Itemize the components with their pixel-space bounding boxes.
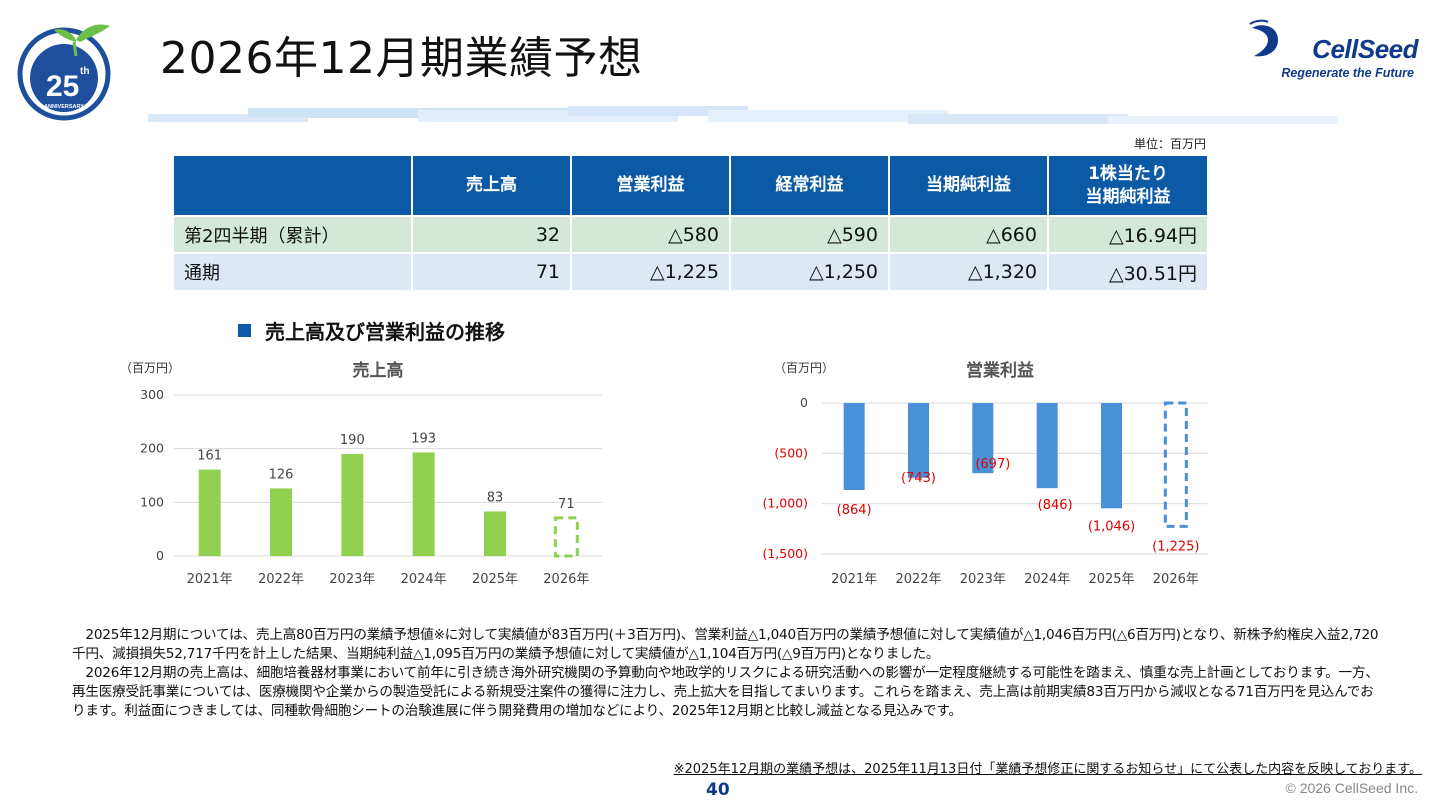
table-header-label	[174, 156, 413, 216]
chart-y-unit-label: （百万円）	[120, 361, 180, 375]
chart-bar	[198, 469, 221, 556]
chart-y-tick-label: (1,500)	[762, 546, 808, 561]
table-cell: △1,250	[730, 252, 890, 290]
chart-y-tick-label: 100	[140, 494, 164, 509]
chart-y-tick-label: 200	[140, 441, 164, 456]
chart-data-label: 71	[558, 497, 575, 512]
table-cell: △660	[889, 215, 1049, 253]
chart-bar	[908, 403, 929, 478]
table-row-label: 通期	[174, 252, 413, 290]
chart-bar-forecast	[553, 516, 579, 558]
unit-note: 単位：百万円	[1133, 137, 1206, 151]
chart-data-label: (697)	[975, 457, 1010, 472]
table-header-sales: 売上高	[412, 156, 572, 216]
page-title: 2026年12月期業績予想	[160, 33, 643, 84]
decorative-band	[148, 106, 1338, 124]
chart-data-label: 83	[487, 490, 504, 505]
chart-x-tick-label: 2025年	[472, 572, 518, 587]
section-title: 売上高及び営業利益の推移	[238, 316, 505, 345]
chart-bar	[1036, 403, 1058, 489]
chart-bar	[843, 403, 865, 490]
chart-title: 売上高	[353, 360, 404, 381]
table-header-eps: 1株当たり 当期純利益	[1048, 156, 1207, 216]
chart-x-tick-label: 2026年	[543, 572, 589, 587]
chart-x-tick-label: 2024年	[401, 572, 447, 587]
chart-x-tick-label: 2021年	[187, 572, 233, 587]
chart-y-unit-label: （百万円）	[774, 361, 834, 375]
chart-y-tick-label: 300	[140, 387, 164, 402]
table-cell: △16.94円	[1048, 215, 1207, 253]
chart-x-tick-label: 2023年	[960, 572, 1006, 587]
table-header-net-income: 当期純利益	[889, 156, 1049, 216]
chart-data-label: (743)	[901, 471, 936, 486]
anniversary-number: 25	[46, 70, 79, 103]
chart-data-label: (1,046)	[1088, 519, 1135, 534]
table-row: 通期 71 △1,225 △1,250 △1,320 △30.51円	[174, 252, 1207, 290]
chart-title: 営業利益	[966, 360, 1034, 381]
brand-name: CellSeed	[1312, 34, 1418, 64]
chart-x-tick-label: 2022年	[258, 572, 304, 587]
table-row-label: 第2四半期（累計）	[174, 215, 413, 253]
chart-data-label: 161	[197, 449, 222, 464]
chart-y-tick-label: (1,000)	[762, 496, 808, 511]
chart-y-tick-label: (500)	[774, 445, 808, 460]
table-cell: 32	[412, 215, 572, 253]
forecast-table: 売上高 営業利益 経常利益 当期純利益 1株当たり 当期純利益 第2四半期（累計…	[174, 156, 1207, 290]
table-cell: 71	[412, 252, 572, 290]
chart-x-tick-label: 2025年	[1088, 572, 1134, 587]
chart-x-tick-label: 2024年	[1024, 572, 1070, 587]
chart-bar	[412, 452, 435, 556]
chart-x-tick-label: 2021年	[831, 572, 877, 587]
chart-y-tick-label: 0	[156, 548, 164, 563]
chart-x-tick-label: 2023年	[329, 572, 375, 587]
anniversary-word: ANNIVERSARY	[44, 104, 84, 110]
table-header-operating-income: 営業利益	[571, 156, 731, 216]
operating-income-chart: 営業利益 （百万円） 0 (500) (1,000) (1,500) (864) 2021年 (…	[762, 360, 1208, 587]
table-cell: △580	[571, 215, 731, 253]
page-number: 40	[706, 780, 730, 800]
brand-logo: CellSeed Regenerate the Future	[1238, 18, 1418, 82]
square-bullet-icon	[238, 324, 251, 337]
chart-data-label: 193	[411, 431, 436, 446]
body-paragraph: 2025年12月期については、売上高80百万円の業績予想値※に対して実績値が83…	[72, 627, 1379, 662]
cellseed-mark-icon	[1249, 19, 1278, 57]
footnote: ※2025年12月期の業績予想は、2025年11月13日付「業績予想修正に関する…	[673, 762, 1422, 777]
chart-bar	[484, 511, 506, 556]
table-header-row: 売上高 営業利益 経常利益 当期純利益 1株当たり 当期純利益	[174, 156, 1207, 216]
chart-data-label: 126	[269, 467, 294, 482]
table-cell: △30.51円	[1048, 252, 1207, 290]
chart-bar	[1101, 403, 1122, 509]
table-cell: △590	[730, 215, 890, 253]
table-cell: △1,320	[889, 252, 1049, 290]
chart-bar	[341, 454, 364, 556]
chart-bar	[972, 403, 994, 474]
table-header-ordinary-income: 経常利益	[730, 156, 890, 216]
chart-data-label: 190	[340, 433, 365, 448]
anniversary-suffix: th	[80, 66, 89, 77]
section-title-text: 売上高及び営業利益の推移	[265, 320, 505, 344]
table-row: 第2四半期（累計） 32 △580 △590 △660 △16.94円	[174, 215, 1207, 253]
sales-chart: 売上高 （百万円） 0 100 200 300 161 2021年 126 2022年 190 202…	[120, 360, 602, 587]
chart-bar	[270, 488, 292, 556]
brand-tagline: Regenerate the Future	[1281, 66, 1414, 80]
chart-data-label: (1,225)	[1152, 539, 1199, 554]
body-paragraph: 2026年12月期の売上高は、細胞培養器材事業において前年に引き続き海外研究機関…	[72, 665, 1379, 719]
chart-x-tick-label: 2026年	[1153, 572, 1199, 587]
anniversary-logo: 25 th ANNIVERSARY	[17, 24, 111, 121]
chart-data-label: (864)	[837, 503, 872, 518]
chart-bar-forecast	[1163, 401, 1188, 528]
chart-x-tick-label: 2022年	[895, 572, 941, 587]
body-text: 2025年12月期については、売上高80百万円の業績予想値※に対して実績値が83…	[72, 626, 1382, 721]
chart-y-tick-label: 0	[800, 395, 808, 410]
chart-data-label: (846)	[1038, 498, 1073, 513]
table-cell: △1,225	[571, 252, 731, 290]
copyright: © 2026 CellSeed Inc.	[1285, 780, 1418, 796]
